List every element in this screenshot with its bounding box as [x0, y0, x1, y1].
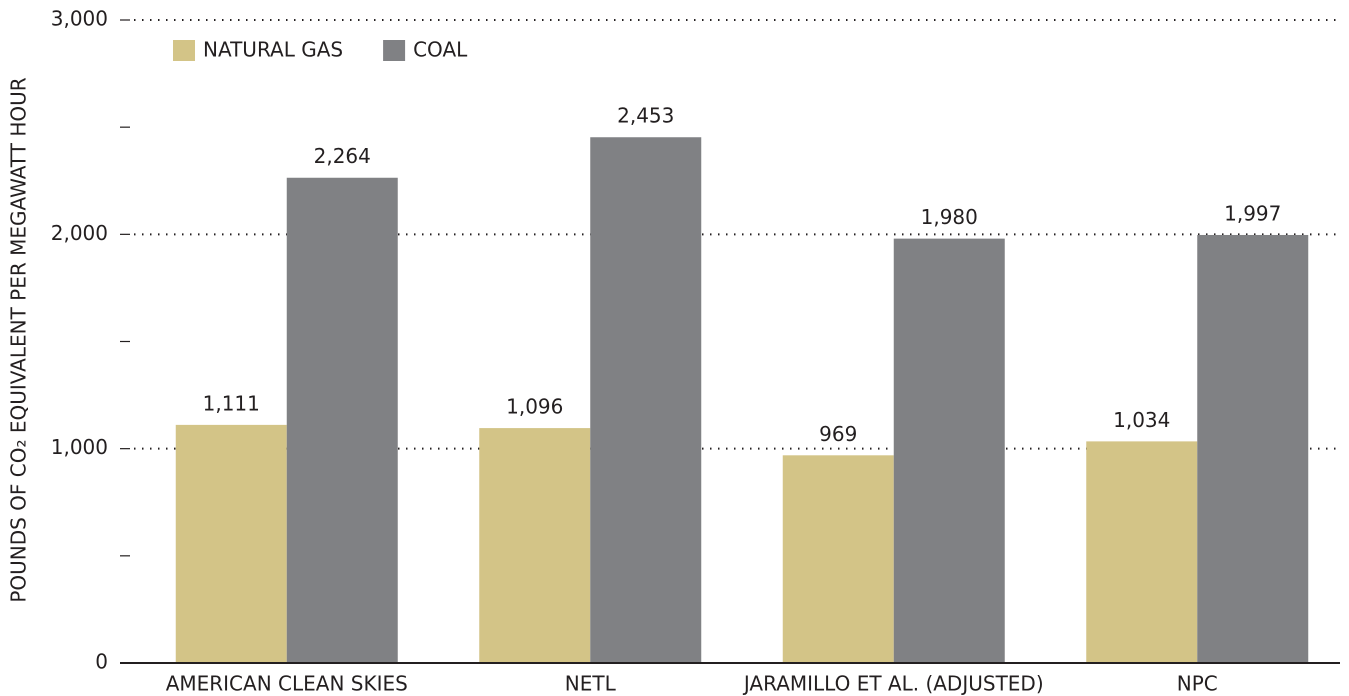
value-label: 1,034	[1113, 408, 1170, 432]
bar	[1086, 441, 1198, 663]
legend-label: NATURAL GAS	[203, 38, 343, 62]
legend-swatch	[383, 40, 406, 61]
value-label: 2,453	[617, 104, 674, 128]
y-tick-label: 2,000	[51, 221, 108, 245]
bar	[175, 424, 287, 663]
x-tick-label: NETL	[565, 672, 617, 696]
value-label: 2,264	[314, 144, 371, 168]
y-tick-label: 1,000	[51, 435, 108, 459]
value-label: 969	[819, 422, 857, 446]
x-tick-label: JARAMILLO ET AL. (ADJUSTED)	[742, 672, 1044, 696]
x-tick-label: NPC	[1177, 672, 1218, 696]
bar	[286, 177, 398, 663]
value-label: 1,997	[1224, 201, 1281, 225]
value-label: 1,096	[506, 395, 563, 419]
value-label: 1,980	[921, 205, 978, 229]
value-label: 1,111	[203, 391, 260, 415]
bar	[893, 238, 1005, 663]
legend-label: COAL	[413, 38, 468, 62]
bar	[782, 455, 894, 663]
y-tick-label: 3,000	[51, 7, 108, 31]
y-axis-label: POUNDS OF CO₂ EQUIVALENT PER MEGAWATT HO…	[7, 77, 31, 602]
bar	[1197, 234, 1309, 664]
legend-swatch	[173, 40, 195, 61]
y-tick-label: 0	[95, 650, 108, 674]
x-tick-label: AMERICAN CLEAN SKIES	[166, 672, 408, 696]
bar	[590, 137, 702, 663]
bar	[479, 428, 591, 663]
